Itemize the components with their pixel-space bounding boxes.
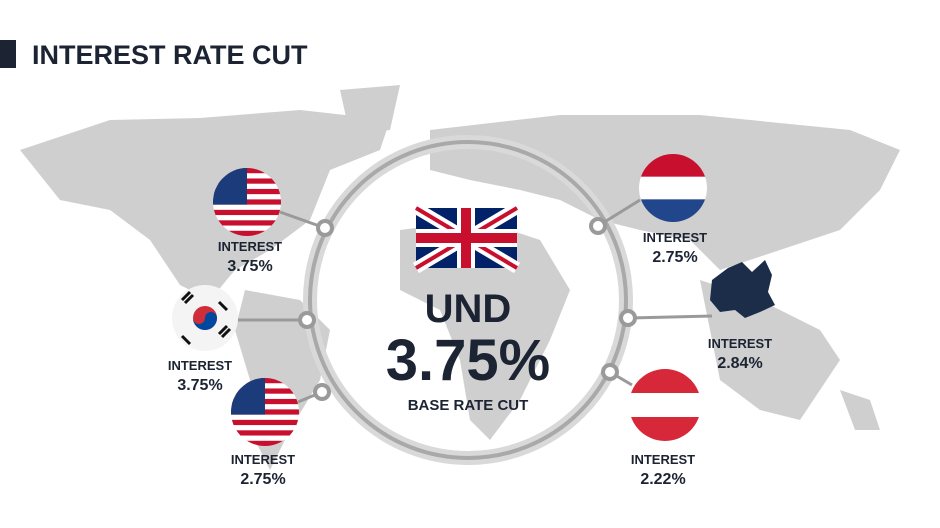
node-rate: 2.75% bbox=[240, 471, 285, 488]
stripe bbox=[231, 440, 299, 446]
band bbox=[639, 154, 707, 178]
connector-dots bbox=[298, 217, 637, 401]
stripe bbox=[213, 215, 281, 221]
node-label: INTEREST bbox=[631, 452, 695, 467]
node-label: INTEREST bbox=[168, 358, 232, 373]
stripe bbox=[231, 430, 299, 437]
band bbox=[639, 199, 707, 222]
node-rate: 2.75% bbox=[652, 249, 697, 266]
node-label: INTEREST bbox=[231, 452, 295, 467]
node-rate: 2.22% bbox=[640, 471, 685, 488]
nl-flag bbox=[639, 154, 707, 222]
band bbox=[639, 176, 707, 200]
node-rate: 2.84% bbox=[717, 355, 762, 372]
center-heading: UND bbox=[425, 287, 512, 331]
stripe bbox=[213, 209, 281, 216]
stripe bbox=[213, 225, 281, 232]
stripe bbox=[213, 204, 281, 211]
band bbox=[629, 369, 701, 394]
band bbox=[629, 393, 701, 418]
stripe bbox=[231, 414, 299, 421]
node-label: INTEREST bbox=[708, 336, 772, 351]
uk-flag bbox=[412, 202, 521, 274]
stripe bbox=[213, 220, 281, 227]
node-rate: 3.75% bbox=[227, 258, 272, 275]
band bbox=[629, 417, 701, 441]
stripe bbox=[213, 230, 281, 236]
stripe bbox=[231, 419, 299, 426]
center-rate: 3.75% bbox=[386, 328, 550, 393]
node-label: INTEREST bbox=[643, 230, 707, 245]
node-rate: 3.75% bbox=[177, 377, 222, 394]
at-flag bbox=[629, 369, 701, 441]
title-bar bbox=[0, 40, 16, 68]
center-ring-inner bbox=[308, 140, 628, 460]
europe-map bbox=[710, 260, 775, 318]
node-label: INTEREST bbox=[218, 239, 282, 254]
canton bbox=[231, 378, 265, 415]
title: INTEREST RATE CUT bbox=[32, 40, 308, 70]
korea-flag bbox=[172, 285, 238, 351]
us-flag bbox=[231, 378, 299, 446]
us-flag bbox=[213, 168, 281, 236]
stripe bbox=[231, 425, 299, 431]
stripe bbox=[231, 435, 299, 442]
center-caption: BASE RATE CUT bbox=[408, 397, 529, 414]
